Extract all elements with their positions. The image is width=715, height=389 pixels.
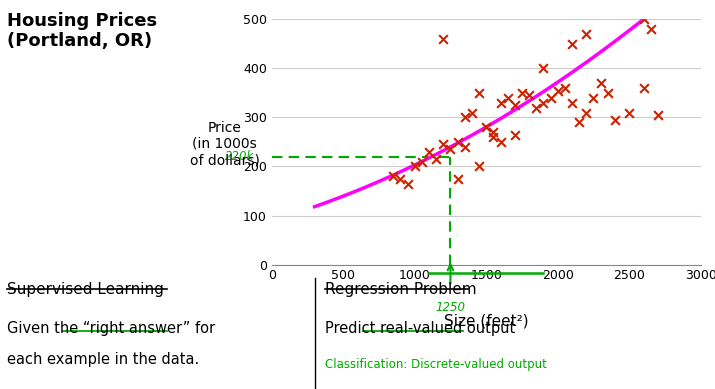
Text: Size (feet²): Size (feet²) bbox=[444, 314, 528, 329]
Point bbox=[531, 105, 542, 111]
Point bbox=[566, 100, 578, 106]
Point bbox=[516, 90, 528, 96]
Text: 220k: 220k bbox=[225, 150, 255, 163]
Point bbox=[538, 65, 549, 72]
Text: Classification: Discrete-valued output: Classification: Discrete-valued output bbox=[325, 358, 547, 371]
Text: Supervised Learning: Supervised Learning bbox=[7, 282, 164, 297]
Point bbox=[623, 109, 635, 116]
Point bbox=[473, 163, 485, 170]
Point bbox=[602, 90, 613, 96]
Point bbox=[509, 131, 521, 138]
Point bbox=[645, 26, 656, 32]
Point bbox=[502, 95, 513, 101]
Point bbox=[509, 102, 521, 109]
Point bbox=[445, 146, 456, 152]
Point bbox=[495, 100, 506, 106]
Point bbox=[638, 85, 649, 91]
Point bbox=[652, 112, 664, 118]
Point bbox=[459, 114, 470, 121]
Point bbox=[452, 139, 463, 145]
Point bbox=[638, 16, 649, 23]
Point bbox=[416, 158, 428, 165]
Text: each example in the data.: each example in the data. bbox=[7, 352, 199, 367]
Point bbox=[581, 109, 592, 116]
Point bbox=[581, 31, 592, 37]
Point bbox=[559, 85, 571, 91]
Point bbox=[452, 176, 463, 182]
Point bbox=[609, 117, 621, 123]
Text: Price
(in 1000s
of dollars): Price (in 1000s of dollars) bbox=[189, 121, 260, 167]
Point bbox=[595, 80, 606, 86]
Point bbox=[588, 95, 599, 101]
Point bbox=[423, 149, 435, 155]
Point bbox=[495, 139, 506, 145]
Point bbox=[438, 141, 449, 147]
Point bbox=[488, 129, 499, 135]
Point bbox=[409, 163, 420, 170]
Point bbox=[466, 109, 478, 116]
Point bbox=[473, 90, 485, 96]
Point bbox=[573, 119, 585, 126]
Text: Given the “right answer” for: Given the “right answer” for bbox=[7, 321, 215, 336]
Text: Regression Problem: Regression Problem bbox=[325, 282, 477, 297]
Text: Predict real-valued output: Predict real-valued output bbox=[325, 321, 516, 336]
Text: Housing Prices
(Portland, OR): Housing Prices (Portland, OR) bbox=[7, 12, 157, 51]
Point bbox=[488, 134, 499, 140]
Point bbox=[388, 173, 399, 179]
Point bbox=[538, 100, 549, 106]
Point bbox=[523, 92, 535, 98]
Text: 1250: 1250 bbox=[435, 301, 465, 314]
Point bbox=[480, 124, 492, 130]
Point bbox=[430, 156, 442, 162]
Point bbox=[545, 95, 556, 101]
Point bbox=[438, 36, 449, 42]
Point bbox=[552, 88, 563, 94]
Point bbox=[566, 41, 578, 47]
Point bbox=[402, 180, 413, 187]
Point bbox=[395, 176, 406, 182]
Point bbox=[459, 144, 470, 150]
